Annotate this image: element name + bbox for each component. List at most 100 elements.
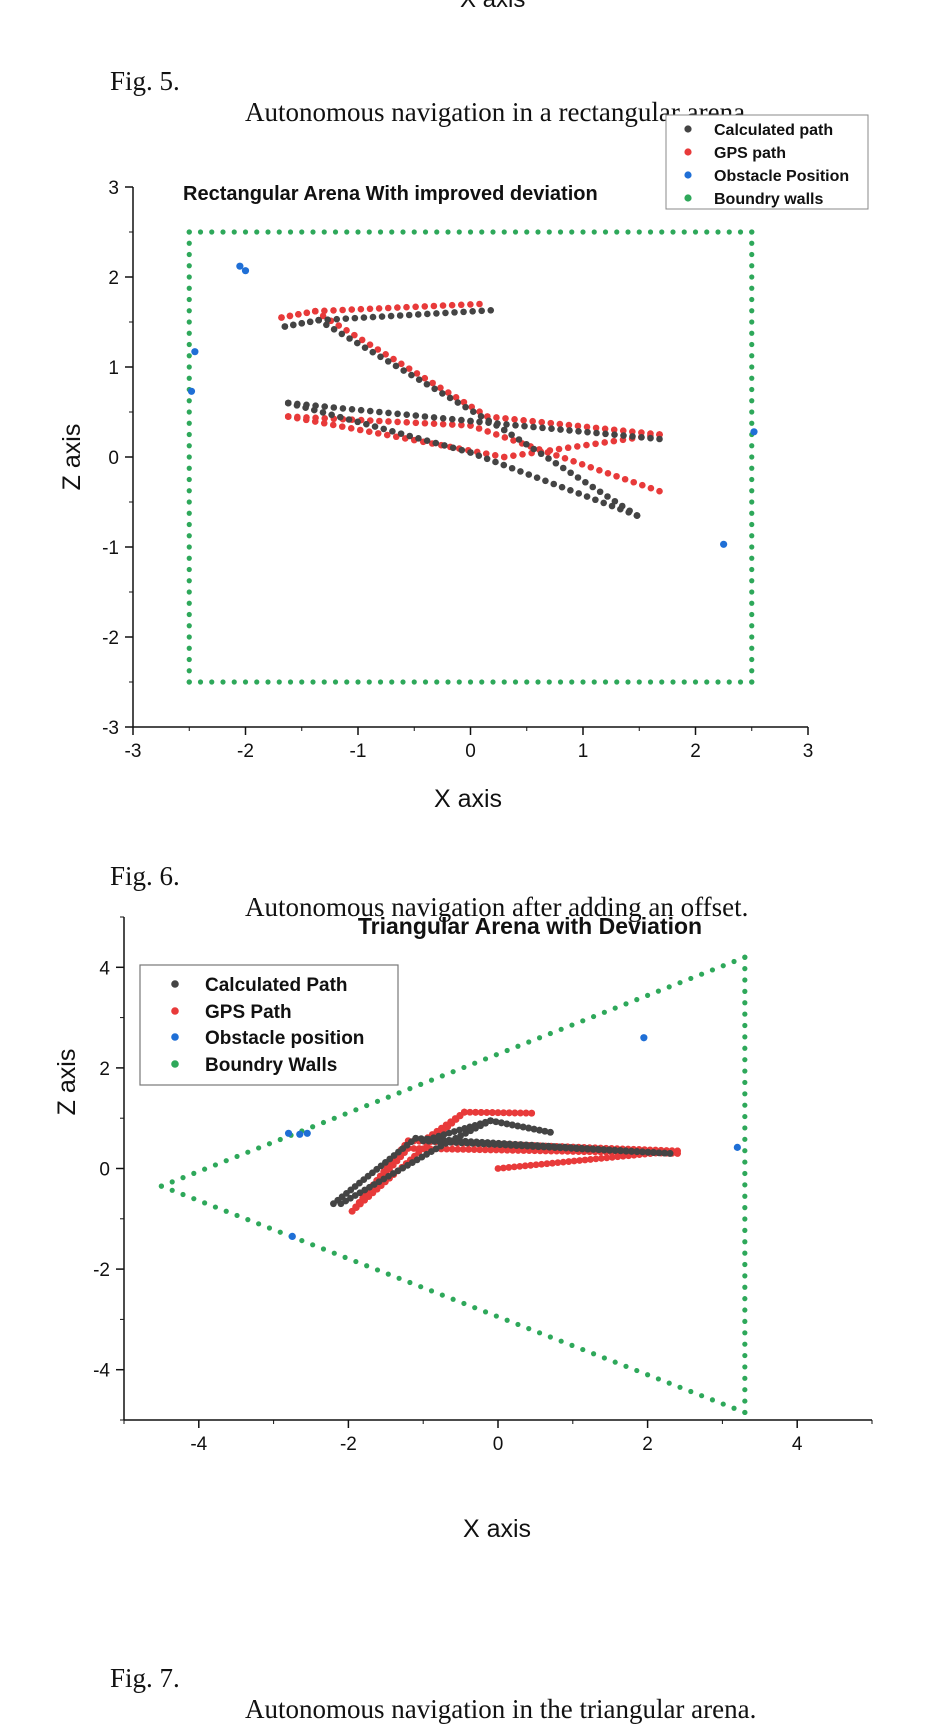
wall-point	[434, 679, 440, 685]
calculated-point	[392, 362, 400, 370]
legend-marker-calculated	[684, 125, 692, 133]
calculated-point	[583, 493, 591, 500]
gps-point	[454, 1145, 462, 1153]
wall-point	[450, 1069, 456, 1075]
caption-number: Fig. 5.	[110, 66, 180, 96]
caption-text: Autonomous navigation in the triangular …	[245, 1694, 757, 1724]
wall-point	[479, 679, 485, 685]
calculated-point	[281, 323, 289, 330]
obstacle-point	[720, 540, 728, 548]
calculated-point	[467, 449, 474, 456]
wall-point	[558, 1026, 564, 1032]
gps-point	[488, 1109, 496, 1116]
calculated-point	[541, 1127, 549, 1135]
gps-point	[376, 417, 383, 425]
wall-point	[645, 992, 651, 998]
wall-point	[625, 229, 631, 235]
gps-point	[303, 309, 311, 317]
wall-point	[742, 1068, 748, 1074]
wall-point	[557, 679, 564, 685]
wall-point	[742, 1022, 748, 1029]
calculated-point	[567, 469, 574, 477]
wall-point	[186, 499, 192, 505]
wall-point	[234, 1153, 240, 1160]
calculated-point	[421, 413, 429, 420]
wall-point	[742, 1136, 748, 1142]
y-tick-label: -2	[102, 628, 119, 649]
calculated-point	[629, 433, 636, 440]
gps-point	[295, 311, 302, 318]
gps-point	[303, 414, 310, 421]
calculated-point	[456, 1126, 463, 1134]
gps-point	[347, 425, 355, 432]
calculated-point	[545, 1143, 553, 1151]
calculated-point	[550, 480, 558, 488]
calculated-point	[557, 426, 564, 433]
y-tick-label: 3	[108, 178, 119, 199]
wall-point	[681, 679, 687, 685]
calculated-point	[424, 1135, 432, 1143]
calculated-point	[369, 313, 377, 321]
calculated-point	[578, 1145, 586, 1153]
calculated-point	[445, 1129, 453, 1137]
wall-point	[186, 375, 192, 381]
gps-point	[343, 327, 350, 334]
calculated-point	[458, 416, 465, 424]
calculated-point	[611, 1147, 619, 1155]
gps-point	[330, 307, 337, 314]
wall-point	[450, 1296, 456, 1302]
x-tick-label: 4	[792, 1434, 803, 1455]
wall-point	[636, 679, 642, 685]
gps-point	[448, 1145, 456, 1153]
wall-point	[310, 1124, 316, 1130]
calculated-point	[348, 406, 356, 413]
caption-number: Fig. 6.	[110, 861, 180, 891]
wall-point	[158, 1183, 164, 1189]
calculated-path-series	[330, 1117, 674, 1208]
wall-point	[344, 229, 350, 235]
gps-point	[559, 1158, 567, 1166]
calculated-point	[593, 429, 600, 437]
wall-point	[688, 1388, 694, 1395]
gps-point	[597, 1154, 605, 1162]
calculated-point	[517, 468, 524, 475]
gps-point	[384, 304, 392, 312]
gps-point	[583, 441, 590, 449]
calculated-point	[498, 1119, 505, 1127]
chart-title: Rectangular Arena With improved deviatio…	[183, 183, 598, 205]
wall-point	[742, 1375, 748, 1381]
wall-point	[186, 634, 192, 640]
y-tick-label: -3	[102, 718, 119, 739]
gps-point	[538, 418, 546, 426]
wall-point	[699, 971, 705, 977]
wall-point	[612, 1359, 618, 1365]
gps-point	[505, 1164, 513, 1171]
gps-point	[320, 419, 328, 427]
wall-point	[287, 679, 294, 685]
calculated-point	[530, 1125, 538, 1133]
gps-point	[483, 1109, 491, 1116]
wall-point	[557, 229, 564, 235]
calculated-point	[638, 433, 645, 441]
wall-point	[655, 988, 662, 994]
wall-point	[749, 589, 755, 595]
legend-marker-obstacle	[171, 1033, 179, 1041]
wall-point	[186, 589, 192, 595]
calculated-point	[592, 496, 599, 504]
wall-point	[742, 1034, 748, 1040]
calculated-point	[321, 403, 329, 410]
calculated-point	[584, 428, 591, 436]
wall-point	[186, 510, 192, 516]
wall-point	[569, 679, 575, 685]
gps-point	[529, 417, 536, 425]
gps-point	[278, 314, 285, 321]
calculated-point	[500, 461, 508, 469]
wall-point	[569, 229, 575, 235]
gps-point	[284, 413, 292, 420]
wall-point	[742, 1409, 748, 1416]
calculated-point	[441, 442, 448, 449]
wall-point	[287, 229, 294, 235]
gps-point	[452, 394, 460, 401]
gps-point	[448, 421, 456, 428]
wall-point	[428, 1288, 435, 1294]
